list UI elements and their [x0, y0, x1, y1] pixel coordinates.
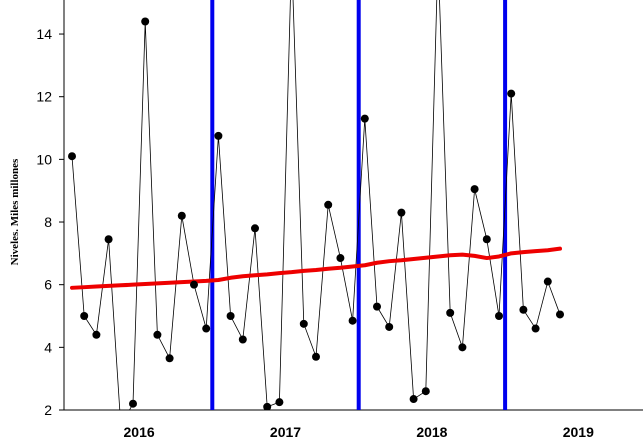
x-tick-label: 2017	[270, 424, 301, 440]
observed-line	[71, 0, 561, 410]
data-point	[238, 335, 247, 344]
data-point	[421, 387, 430, 396]
x-axis: 2016 2017 2018 2019	[64, 409, 643, 440]
data-point	[482, 235, 491, 244]
data-point	[153, 330, 162, 339]
data-point	[165, 354, 174, 363]
data-point	[141, 17, 150, 26]
data-point	[104, 235, 113, 244]
data-point	[385, 322, 394, 331]
y-tick-label: 8	[44, 214, 52, 230]
data-point	[190, 280, 198, 289]
data-point	[470, 185, 479, 194]
data-point	[129, 399, 137, 408]
data-point	[543, 277, 552, 286]
data-point	[263, 402, 272, 410]
data-point	[360, 114, 369, 123]
data-point	[458, 343, 467, 352]
trend-line	[70, 246, 562, 290]
y-axis-label: Niveles. Miles millones	[9, 158, 21, 265]
data-point	[299, 319, 308, 328]
data-point	[531, 324, 540, 333]
x-tick-label: 2018	[416, 424, 447, 440]
data-point	[519, 305, 528, 314]
data-point	[80, 312, 89, 321]
data-point	[324, 200, 333, 209]
data-point	[275, 398, 284, 407]
y-tick-label: 12	[36, 89, 52, 105]
data-point	[214, 131, 223, 140]
data-point	[409, 395, 418, 404]
y-tick-label: 10	[36, 151, 52, 167]
data-point	[312, 352, 320, 361]
observed-series	[71, 0, 561, 410]
y-axis: 2 4 6 8 10 12 14	[36, 0, 65, 418]
x-tick-label: 2019	[563, 424, 594, 440]
data-point	[373, 302, 381, 311]
data-point	[68, 152, 76, 161]
data-point	[92, 330, 101, 339]
y-tick-label: 4	[44, 339, 52, 355]
data-point	[348, 316, 357, 325]
y-tick-label: 2	[44, 402, 52, 418]
data-point	[495, 312, 503, 321]
data-point	[202, 324, 211, 333]
y-tick-label: 14	[36, 26, 52, 42]
data-point	[556, 310, 564, 319]
data-point	[336, 254, 345, 263]
data-point	[226, 312, 235, 321]
data-point	[251, 224, 259, 233]
data-point	[177, 211, 186, 220]
data-point	[397, 208, 406, 217]
x-tick-label: 2016	[124, 424, 155, 440]
data-point	[446, 308, 455, 317]
y-tick-label: 6	[44, 277, 52, 293]
data-point	[507, 89, 516, 98]
observed-points	[68, 17, 564, 410]
trend-series	[70, 246, 562, 290]
